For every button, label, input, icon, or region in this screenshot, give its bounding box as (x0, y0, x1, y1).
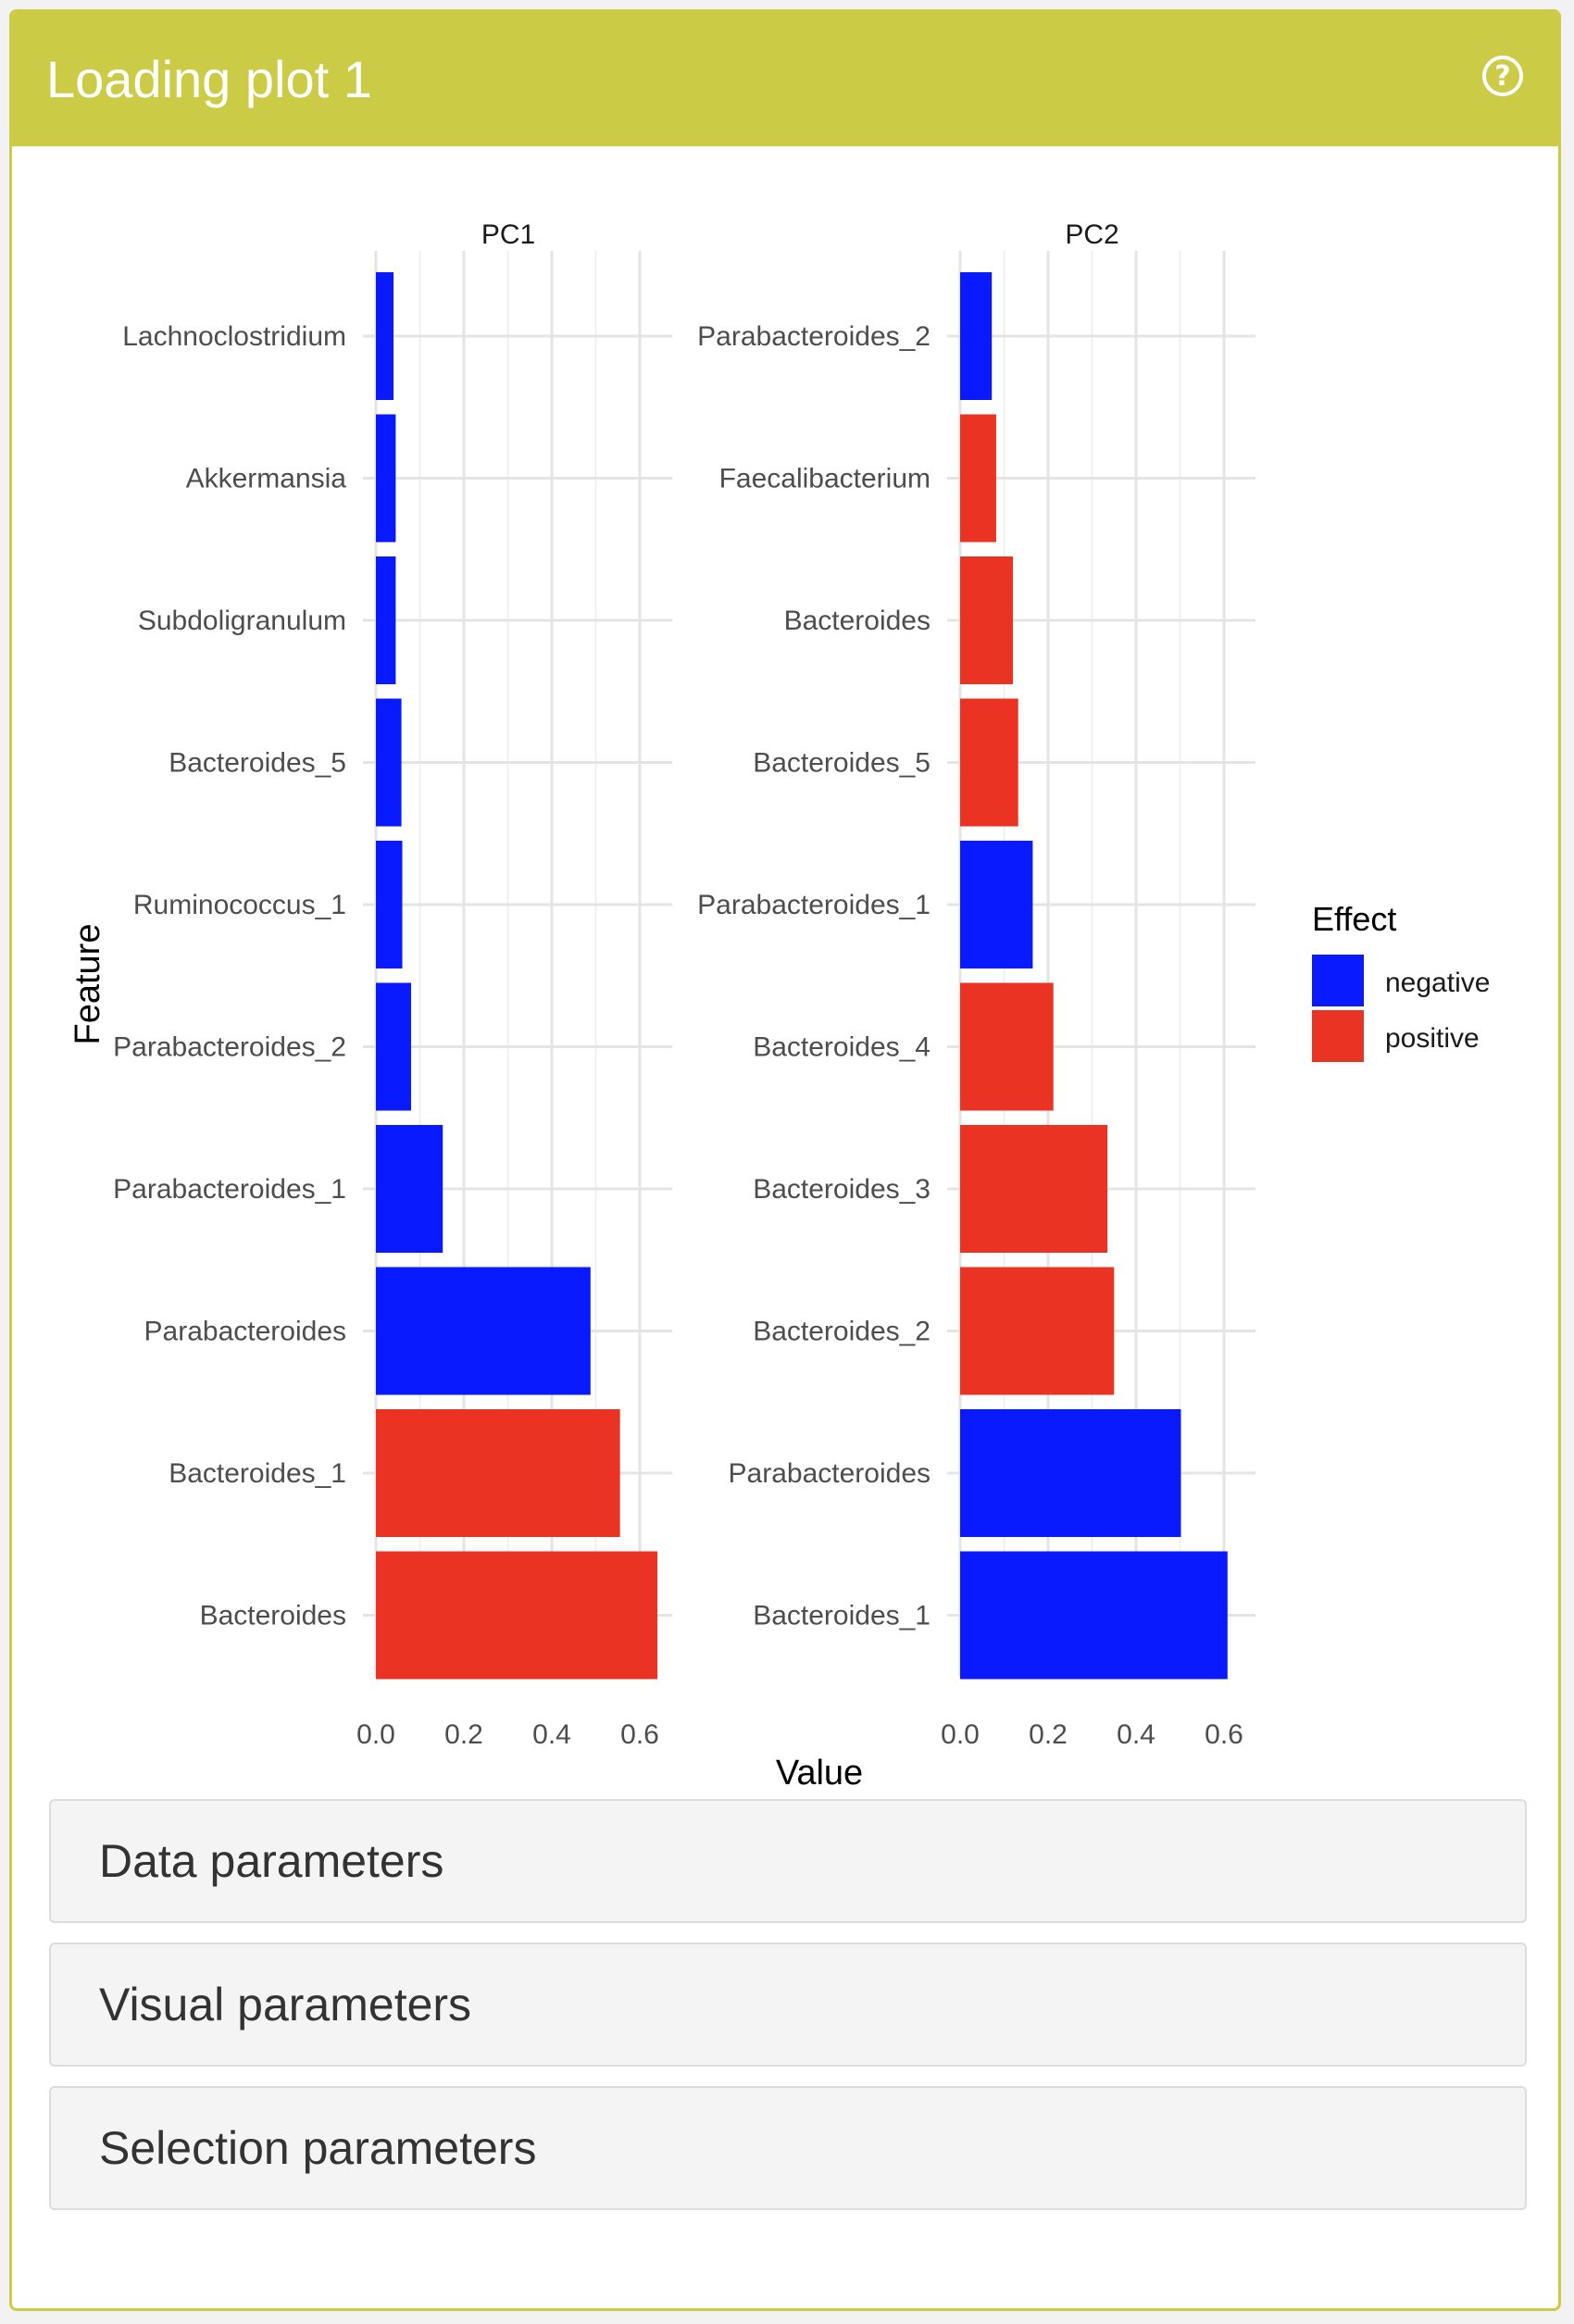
y-tick-label: Bacteroides_1 (753, 1601, 931, 1631)
bar (376, 556, 396, 684)
legend-title: Effect (1312, 900, 1396, 938)
bar (960, 1267, 1115, 1395)
y-tick-label: Faecalibacterium (719, 464, 931, 494)
bar (960, 698, 1018, 827)
bar (376, 1125, 443, 1253)
y-tick-label: Bacteroides_4 (753, 1032, 931, 1063)
bar (376, 698, 402, 827)
x-tick-label: 0.2 (1029, 1719, 1068, 1750)
y-tick-label: Bacteroides_3 (753, 1174, 931, 1205)
bar (960, 841, 1033, 968)
y-tick-label: Parabacteroides (729, 1458, 931, 1489)
y-tick-label: Lachnoclostridium (122, 321, 346, 352)
bar (960, 272, 993, 400)
legend-label: negative (1385, 968, 1490, 998)
card-header: Loading plot 1 ? (12, 12, 1558, 146)
loading-plot-chart: 0.0 0.2 0.4 0.6 Lachnoclostridium Akkermansia… (69, 219, 1490, 1793)
x-tick-label: 0.6 (620, 1719, 659, 1750)
question-circle-icon[interactable]: ? (1482, 56, 1523, 96)
legend-swatch-negative (1312, 955, 1364, 1006)
selection-parameters-label: Selection parameters (99, 2122, 537, 2174)
y-axis-title: Feature (69, 924, 107, 1045)
panel-title: PC2 (1065, 219, 1118, 250)
y-tick-label: Bacteroides (784, 606, 931, 636)
x-tick-label: 0.4 (532, 1719, 571, 1750)
x-tick-label: 0.6 (1205, 1719, 1243, 1750)
bar (376, 982, 411, 1111)
y-tick-label: Parabacteroides (144, 1317, 346, 1347)
panel-title: PC1 (481, 219, 535, 250)
y-tick-label: Bacteroides_1 (169, 1458, 346, 1489)
y-tick-label: Parabacteroides_2 (697, 321, 931, 352)
bar (376, 414, 396, 543)
bar (376, 841, 403, 968)
selection-parameters-panel[interactable]: Selection parameters (49, 2086, 1527, 2210)
y-tick-label: Ruminococcus_1 (133, 890, 346, 920)
x-tick-label: 0.0 (356, 1719, 395, 1750)
bar (376, 1551, 657, 1680)
y-tick-label: Parabacteroides_2 (113, 1032, 346, 1063)
loading-plot-card: Loading plot 1 ? 0.0 0.2 0.4 0.6 Lachnoclost… (9, 9, 1561, 2311)
visual-parameters-label: Visual parameters (99, 1979, 472, 2030)
y-tick-label: Akkermansia (186, 464, 347, 494)
legend-swatch-positive (1312, 1010, 1364, 1062)
bar (960, 1125, 1108, 1253)
visual-parameters-panel[interactable]: Visual parameters (49, 1943, 1527, 2067)
bar (960, 414, 996, 543)
y-tick-label: Bacteroides_5 (169, 748, 346, 779)
card-title: Loading plot 1 (46, 50, 372, 108)
bar (960, 1409, 1181, 1537)
bar (960, 1551, 1228, 1680)
y-tick-label: Bacteroides_2 (753, 1317, 931, 1347)
data-parameters-panel[interactable]: Data parameters (49, 1799, 1527, 1923)
y-tick-label: Bacteroides (200, 1601, 346, 1631)
y-tick-label: Subdoligranulum (138, 606, 346, 636)
y-tick-label: Parabacteroides_1 (113, 1174, 346, 1205)
bar (376, 1409, 620, 1537)
y-tick-label: Parabacteroides_1 (697, 890, 931, 920)
bar (960, 556, 1013, 684)
y-tick-label: Bacteroides_5 (753, 748, 931, 779)
x-tick-label: 0.0 (941, 1719, 980, 1750)
bar (376, 272, 394, 400)
data-parameters-label: Data parameters (99, 1835, 444, 1887)
bar (960, 982, 1054, 1111)
x-tick-label: 0.2 (444, 1719, 483, 1750)
x-tick-label: 0.4 (1117, 1719, 1156, 1750)
bar (376, 1267, 591, 1395)
legend-label: positive (1385, 1023, 1480, 1054)
x-axis-title: Value (776, 1754, 863, 1793)
